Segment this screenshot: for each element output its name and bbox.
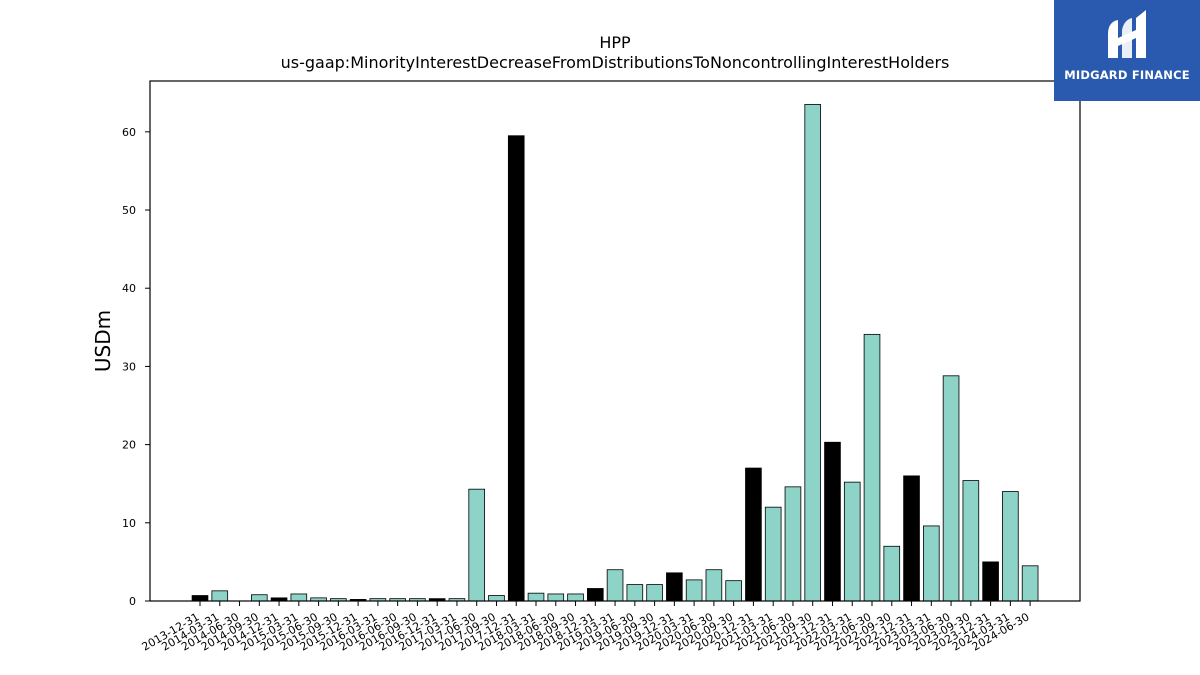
bar-2023-09-30 <box>962 480 980 602</box>
y-axis-label: USDm <box>91 310 115 372</box>
bar-2024-06-30 <box>1021 565 1039 602</box>
bar-2023-12-31 <box>982 561 999 602</box>
bar-2017-06-30 <box>468 488 486 602</box>
bar-2023-06-30 <box>942 375 960 602</box>
bar-2014-09-30 <box>250 594 268 602</box>
bar-2019-12-31 <box>666 572 683 602</box>
bar-2022-03-31 <box>843 481 861 602</box>
bar-2022-06-30 <box>863 333 881 602</box>
x-axis: 2013-12-312014-03-312014-06-302014-09-30… <box>140 601 1032 654</box>
brand-name: MIDGARD FINANCE <box>1064 68 1190 82</box>
bar-2019-03-31 <box>606 569 624 602</box>
bar-2015-03-31 <box>290 593 308 602</box>
y-tick-label: 10 <box>122 517 136 530</box>
bar-2023-03-31 <box>923 525 940 602</box>
y-axis: 0 10 20 30 40 50 60 <box>122 126 150 608</box>
bar-2018-12-31 <box>587 588 604 602</box>
bar-2018-06-30 <box>547 593 565 602</box>
bar-2019-06-30 <box>626 584 644 602</box>
y-tick-label: 20 <box>122 439 136 452</box>
bar-2014-03-31 <box>211 590 229 602</box>
midgard-logo-icon <box>1108 10 1146 58</box>
bar-2020-09-30 <box>725 580 742 602</box>
bar-2017-12-31 <box>507 135 525 602</box>
bar-2021-09-30 <box>804 104 822 602</box>
bar-2020-03-31 <box>685 579 703 602</box>
bar-2021-12-31 <box>824 441 841 602</box>
bar-2024-03-31 <box>1002 491 1019 602</box>
bar-2018-03-31 <box>527 592 545 602</box>
bar-2019-09-30 <box>646 584 663 602</box>
brand-logo: MIDGARD FINANCE <box>1054 0 1200 101</box>
y-tick-label: 40 <box>122 282 136 295</box>
bar-2017-09-30 <box>488 595 505 602</box>
y-tick-label: 60 <box>122 126 136 139</box>
y-tick-label: 0 <box>129 595 136 608</box>
bar-2021-03-31 <box>764 506 782 602</box>
bar-2021-06-30 <box>784 486 802 602</box>
chart-title: HPP <box>599 33 631 52</box>
bar-2018-09-30 <box>567 593 584 602</box>
bars-group <box>191 104 1039 602</box>
chart-subtitle: us-gaap:MinorityInterestDecreaseFromDist… <box>281 53 950 72</box>
y-tick-label: 30 <box>122 360 136 373</box>
bar-2020-06-30 <box>705 569 723 602</box>
bar-2022-09-30 <box>883 545 901 602</box>
bar-2020-12-31 <box>745 467 762 602</box>
plot-frame <box>149 80 1081 602</box>
bar-2022-12-31 <box>903 475 920 602</box>
y-tick-label: 50 <box>122 204 136 217</box>
bar-2013-12-31 <box>191 595 209 602</box>
